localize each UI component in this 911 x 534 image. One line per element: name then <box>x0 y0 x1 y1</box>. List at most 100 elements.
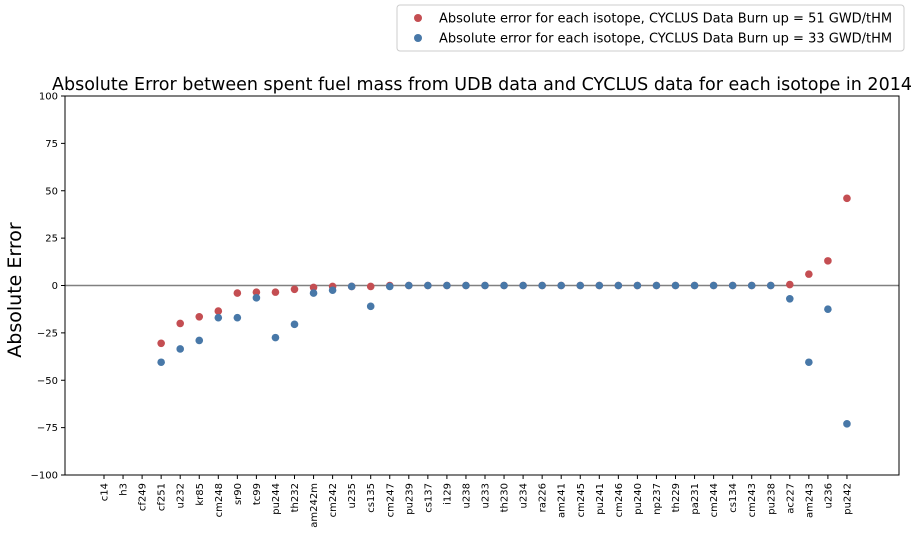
x-tick-label: ra226 <box>538 483 549 512</box>
x-tick-label: cm245 <box>576 483 587 517</box>
data-point-series-1-am242m <box>309 283 318 292</box>
y-tick-label: 0 <box>52 281 58 292</box>
x-tick-label: pa231 <box>690 483 701 515</box>
chart-title: Absolute Error between spent fuel mass f… <box>52 75 911 95</box>
data-point-series-2-cm245 <box>576 281 585 290</box>
data-point-series-2-cs135 <box>366 302 375 311</box>
data-point-series-2-cm244 <box>709 281 718 290</box>
data-point-series-2-kr85 <box>195 336 204 345</box>
x-tick-label: th229 <box>671 483 682 512</box>
data-point-series-1-am243 <box>805 270 813 278</box>
data-point-series-2-cm243 <box>747 281 756 290</box>
data-point-series-2-cm242 <box>328 286 337 295</box>
data-point-series-2-am242m <box>309 289 318 297</box>
data-point-series-2-am243 <box>805 358 813 367</box>
x-tick-label: u236 <box>823 483 834 508</box>
data-point-series-1-ac227 <box>786 280 794 289</box>
x-tick-label: pu242 <box>842 483 853 515</box>
data-point-series-1-cf251 <box>157 339 165 348</box>
legend-label-series-1: Absolute error for each isotope, CYCLUS … <box>439 12 892 27</box>
data-point-series-2-cs137 <box>424 281 432 290</box>
x-tick-label: pu238 <box>766 483 777 515</box>
x-tick-label: cf251 <box>157 483 168 511</box>
y-tick-label: 75 <box>45 139 58 150</box>
data-point-series-2-pu242 <box>843 420 851 428</box>
data-point-series-2-pu244 <box>271 333 280 342</box>
data-point-series-2-cm248 <box>214 313 223 322</box>
data-point-series-2-np237 <box>652 281 661 290</box>
data-point-series-1-cm248 <box>214 307 223 315</box>
x-tick-label: u232 <box>176 483 187 508</box>
x-tick-label: cm243 <box>747 483 758 517</box>
data-point-series-2-cm246 <box>614 281 623 290</box>
legend-marker-series-2 <box>414 34 422 42</box>
data-point-series-1-pu242 <box>843 194 851 203</box>
x-tick-label: cs134 <box>728 483 739 513</box>
data-point-series-2-tc99 <box>252 294 261 302</box>
plot-area: 100 75 50 25 0 −25 −50 −75 −100 c14 h3 cf249 cf251 u2… <box>31 92 900 528</box>
plot-frame <box>64 95 900 476</box>
x-tick-label: th230 <box>500 483 511 512</box>
x-tick-label: am242m <box>309 483 320 528</box>
data-point-series-2-pu240 <box>633 281 642 290</box>
data-point-series-2-ra226 <box>538 281 546 290</box>
legend-marker-series-1 <box>414 14 422 22</box>
y-tick-label: −75 <box>37 423 58 434</box>
legend-frame <box>396 4 905 52</box>
x-tick-label: th232 <box>290 483 301 512</box>
x-tick-label: am241 <box>557 483 568 518</box>
data-point-series-2-th230 <box>500 281 508 290</box>
data-point-series-2-u235 <box>347 282 356 291</box>
x-tick-label: cm242 <box>328 483 339 517</box>
data-point-series-2-u236 <box>824 305 832 313</box>
y-tick-label: 25 <box>45 234 58 245</box>
data-point-series-1-u232 <box>176 319 184 328</box>
data-point-series-1-sr90 <box>233 289 242 297</box>
data-point-series-1-pu244 <box>271 288 280 296</box>
data-point-series-1-kr85 <box>195 312 204 321</box>
legend: Absolute error for each isotope, CYCLUS … <box>396 4 905 52</box>
data-point-series-2-u233 <box>481 281 489 290</box>
y-tick-label: 50 <box>45 186 58 197</box>
data-point-series-2-sr90 <box>233 313 242 322</box>
x-tick-label: cs135 <box>366 483 377 513</box>
data-point-series-2-u232 <box>176 345 184 353</box>
x-tick-label: u234 <box>519 483 530 508</box>
y-tick-label: −50 <box>37 376 58 387</box>
x-tick-label: cs137 <box>423 483 434 513</box>
data-point-series-2-u238 <box>462 281 470 290</box>
x-tick-label: cf249 <box>138 483 149 511</box>
data-point-series-2-pu238 <box>766 281 775 290</box>
x-tick-label: u235 <box>347 483 358 508</box>
data-point-series-2-u234 <box>519 281 527 290</box>
data-point-series-2-cm247 <box>385 282 394 291</box>
x-tick-label: ac227 <box>785 483 796 514</box>
x-tick-label: pu241 <box>595 483 606 515</box>
data-point-series-2-cs134 <box>728 281 737 290</box>
x-tick-label: cm248 <box>214 483 225 517</box>
data-point-series-2-ac227 <box>786 294 794 303</box>
data-point-series-2-pa231 <box>690 281 699 290</box>
x-tick-label: cm246 <box>614 483 625 517</box>
data-point-series-2-i129 <box>443 281 451 290</box>
data-point-series-1-tc99 <box>252 288 261 296</box>
data-point-series-2-am241 <box>557 281 565 290</box>
x-tick-label: u238 <box>461 483 472 508</box>
data-point-series-2-pu241 <box>595 281 604 290</box>
x-tick-label: u233 <box>481 483 492 508</box>
x-tick-label: sr90 <box>233 483 244 505</box>
y-axis-label: Absolute Error <box>4 222 26 358</box>
data-point-series-1-cs135 <box>366 282 375 291</box>
data-point-series-2-th229 <box>671 281 680 290</box>
x-tick-label: i129 <box>442 483 453 505</box>
x-tick-label: np237 <box>652 483 663 515</box>
y-tick-label: −25 <box>37 328 58 339</box>
x-tick-label: cm244 <box>709 483 720 517</box>
x-tick-label: c14 <box>100 483 111 501</box>
legend-label-series-2: Absolute error for each isotope, CYCLUS … <box>439 32 892 47</box>
x-tick-label: tc99 <box>252 483 263 505</box>
data-point-series-2-cf251 <box>157 358 165 367</box>
data-point-series-2-th232 <box>290 320 299 329</box>
